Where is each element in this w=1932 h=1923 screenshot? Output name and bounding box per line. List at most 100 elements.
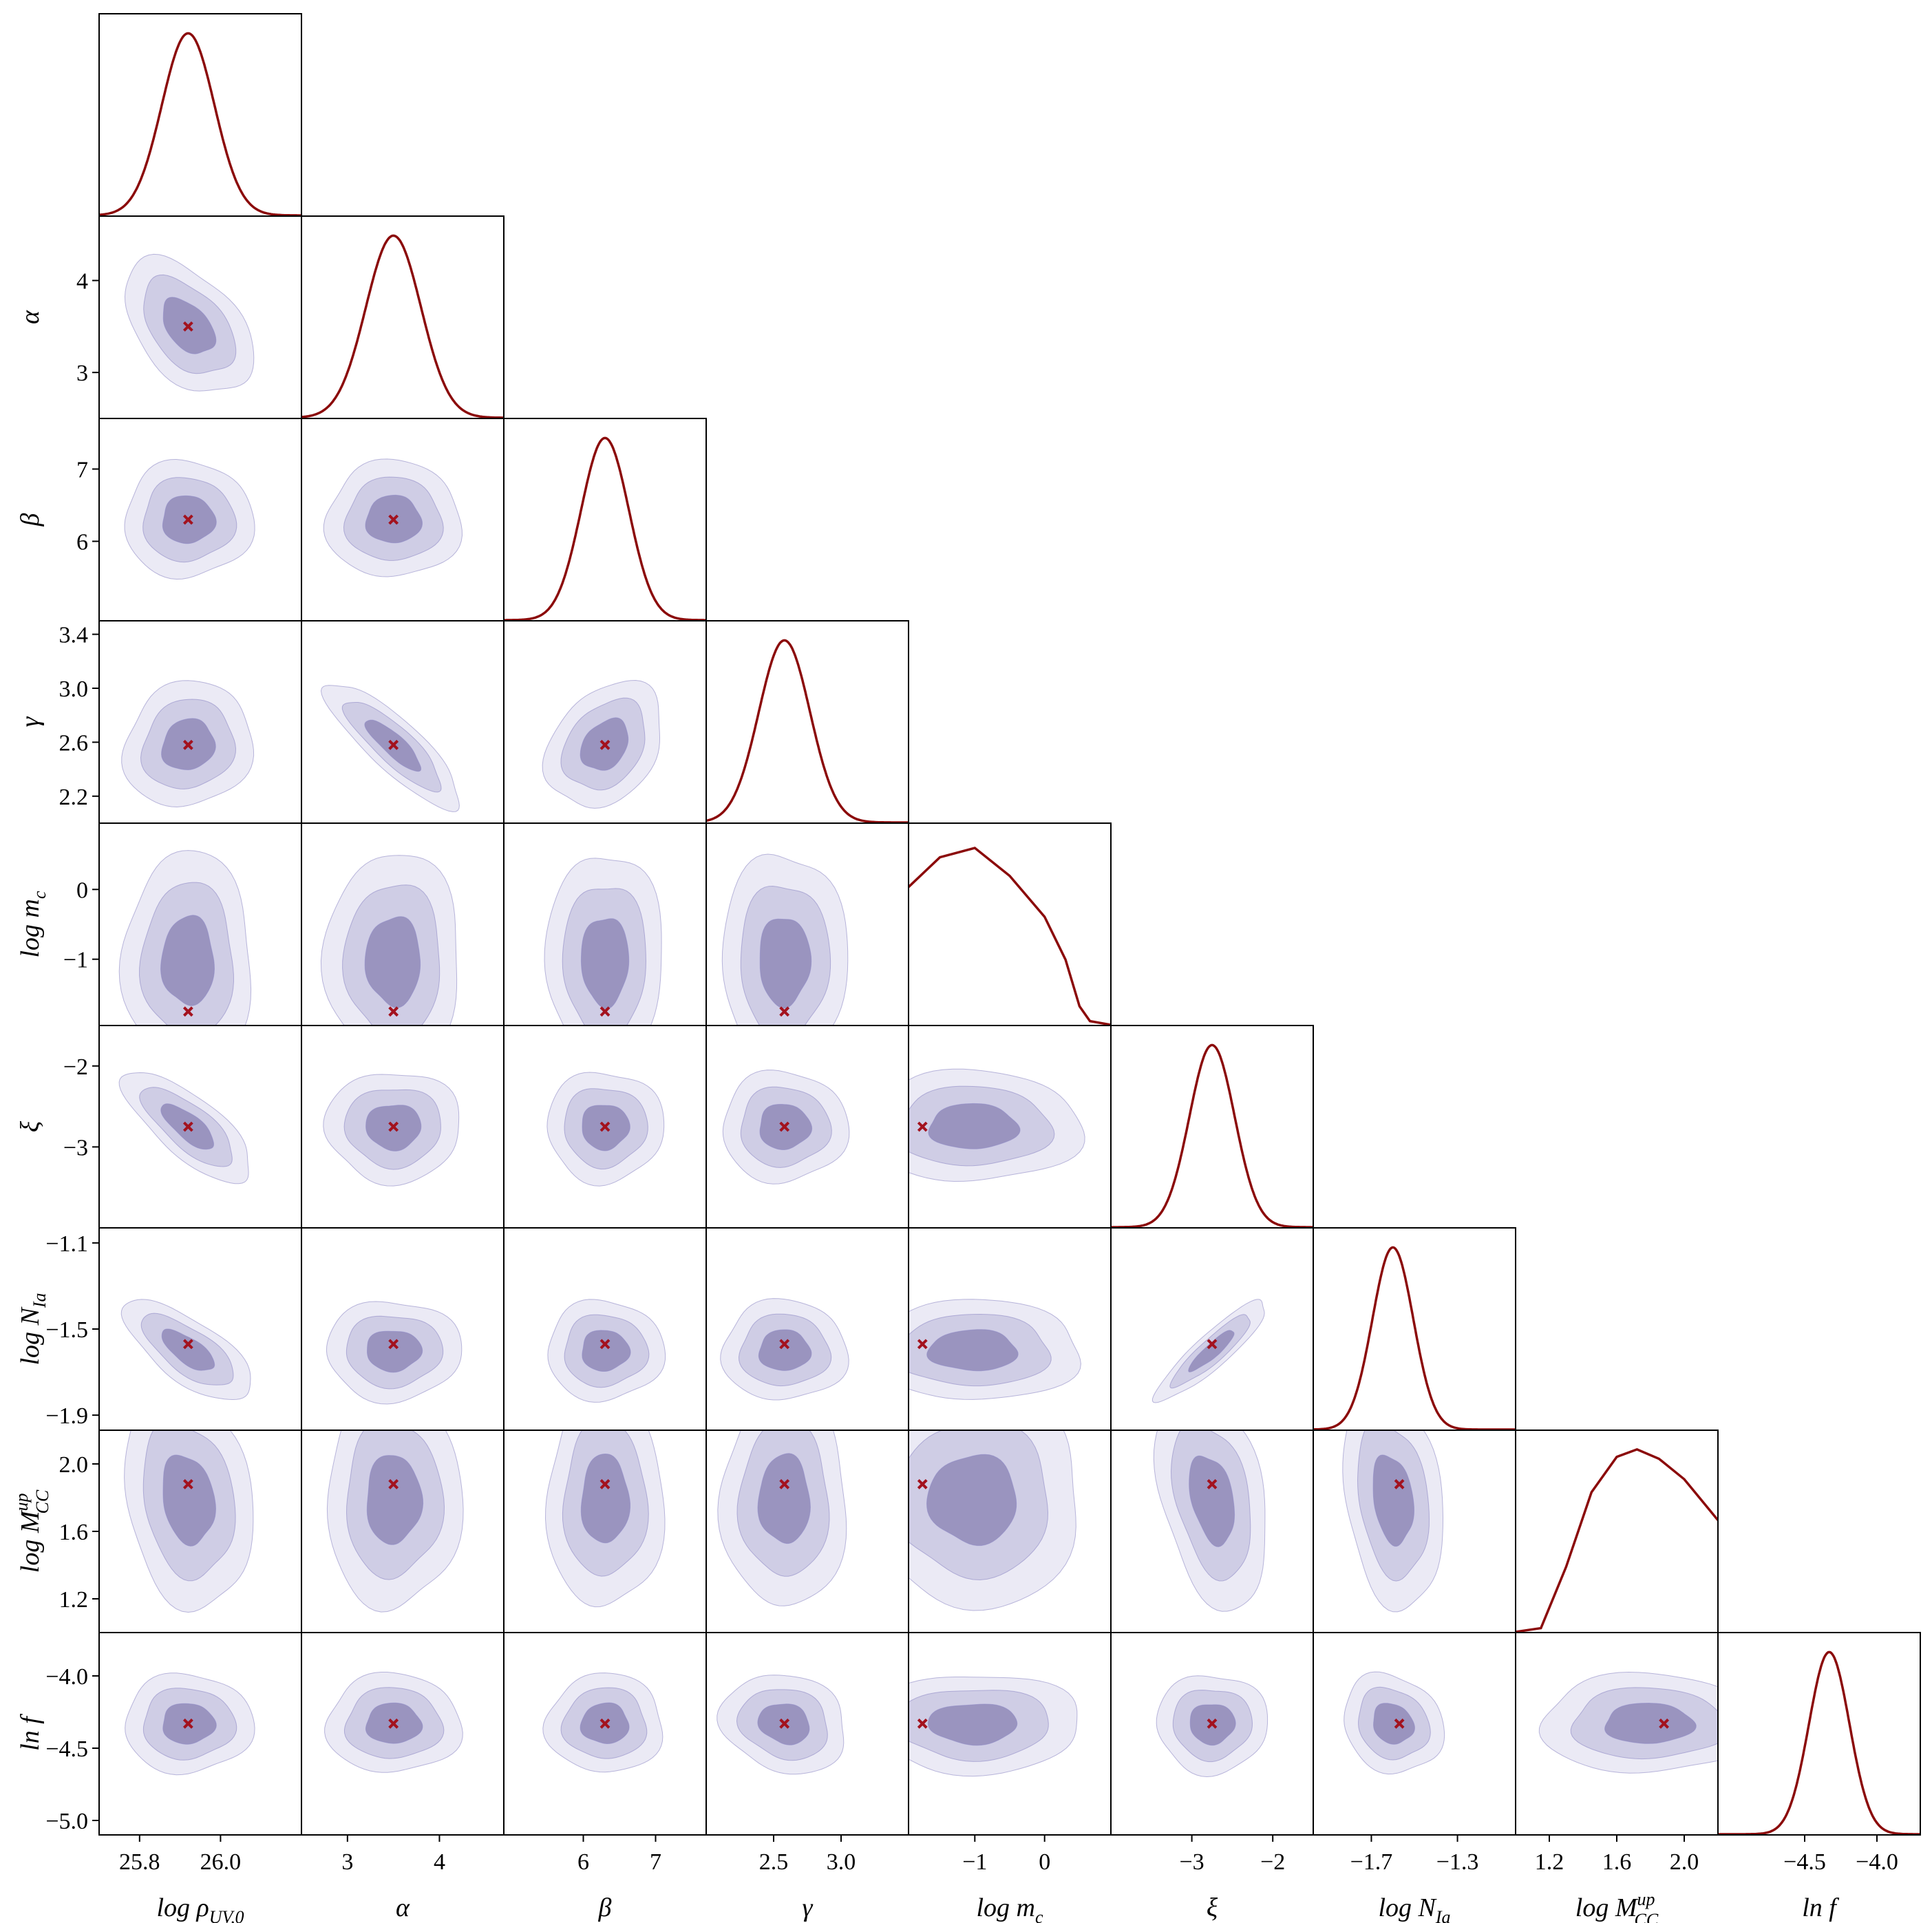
best-fit-marker-log_nia-vs-alpha (388, 1339, 399, 1350)
contour-1σ-log_mc-vs-log_rho_uv0 (160, 915, 215, 1006)
contour-1σ-log_mcc_up-vs-log_rho_uv0 (162, 1454, 217, 1547)
contour-1σ-log_mcc_up-vs-gamma (757, 1453, 811, 1544)
x-tick-label-log_rho_uv0: 26.0 (200, 1849, 242, 1875)
contour-1σ-log_mc-vs-beta (580, 918, 630, 1010)
y-axis-label-log_mc: log mc (16, 891, 50, 958)
best-fit-marker-gamma-vs-alpha (388, 739, 399, 750)
joint-panel-xi-vs-alpha (323, 1074, 460, 1187)
x-tick-label-log_mcc_up: 1.6 (1602, 1849, 1632, 1875)
y-tick-label-gamma: 2.6 (59, 730, 89, 756)
contour-1σ-log_nia-vs-beta (582, 1330, 631, 1372)
best-fit-marker-log_nia-vs-xi (1207, 1339, 1218, 1350)
best-fit-marker-log_mcc_up-vs-gamma (779, 1478, 790, 1489)
x-axis-label-log_rho_uv0: log ρUV,0 (156, 1893, 244, 1923)
joint-panel-log_nia-vs-xi (1151, 1299, 1265, 1403)
contour-1σ-lnf-vs-log_mcc_up (1604, 1702, 1697, 1744)
x-tick-label-xi: −2 (1260, 1849, 1285, 1875)
contour-1σ-log_mcc_up-vs-beta (580, 1453, 630, 1544)
x-axis-label-log_mcc_up: log Mup CC (1575, 1889, 1659, 1923)
joint-panel-log_mcc_up-vs-log_mc (909, 1430, 1076, 1611)
marginal-curve-lnf (1718, 1650, 1920, 1835)
best-fit-marker-lnf-vs-alpha (388, 1718, 399, 1729)
x-tick-label-lnf: −4.0 (1856, 1849, 1898, 1875)
x-tick-label-log_mcc_up: 1.2 (1535, 1849, 1564, 1875)
x-tick-label-log_nia: −1.3 (1436, 1849, 1479, 1875)
marginal-panel-log_nia (1313, 1246, 1516, 1430)
joint-panel-lnf-vs-alpha (324, 1672, 463, 1773)
contour-1σ-log_nia-vs-xi (1188, 1330, 1235, 1372)
x-axis-label-beta: β (598, 1893, 612, 1922)
joint-panel-log_nia-vs-log_mc (909, 1299, 1081, 1400)
joint-panel-lnf-vs-log_rho_uv0 (125, 1672, 255, 1776)
y-tick-label-alpha: 3 (76, 361, 88, 386)
joint-panel-beta-vs-log_rho_uv0 (124, 458, 255, 580)
y-tick-label-gamma: 3.4 (59, 623, 89, 648)
marginal-panel-gamma (706, 639, 909, 823)
joint-panel-gamma-vs-alpha (320, 685, 460, 812)
y-tick-label-log_nia: −1.9 (45, 1403, 88, 1429)
x-axis-label-xi: ξ (1207, 1893, 1218, 1922)
y-tick-label-beta: 7 (76, 458, 88, 483)
marginal-curve-log_nia (1313, 1246, 1516, 1430)
best-fit-marker-log_mc-vs-log_rho_uv0 (182, 1006, 193, 1017)
marginal-curve-beta (504, 436, 706, 621)
y-axis-label-alpha: α (16, 310, 45, 324)
best-fit-marker-alpha-vs-log_rho_uv0 (182, 321, 193, 332)
best-fit-marker-lnf-vs-xi (1207, 1718, 1218, 1729)
x-tick-label-log_mcc_up: 2.0 (1670, 1849, 1699, 1875)
best-fit-marker-xi-vs-log_rho_uv0 (182, 1121, 193, 1132)
joint-panel-log_mcc_up-vs-xi (1153, 1430, 1266, 1612)
marginal-panel-alpha (301, 234, 504, 418)
marginal-curve-alpha (301, 234, 504, 418)
joint-panel-xi-vs-log_mc (909, 1068, 1085, 1182)
joint-panel-log_mcc_up-vs-log_nia (1342, 1430, 1444, 1613)
x-tick-label-beta: 7 (650, 1849, 661, 1875)
joint-panel-log_mcc_up-vs-log_rho_uv0 (124, 1430, 254, 1613)
panel-frame (1110, 1025, 1314, 1229)
joint-panel-lnf-vs-xi (1156, 1675, 1268, 1778)
joint-panel-log_mcc_up-vs-beta (544, 1430, 666, 1608)
joint-panel-lnf-vs-gamma (716, 1675, 845, 1775)
best-fit-marker-beta-vs-log_rho_uv0 (182, 514, 193, 525)
best-fit-marker-log_mcc_up-vs-log_nia (1394, 1478, 1405, 1489)
contour-1σ-xi-vs-log_mc (928, 1103, 1021, 1149)
contour-1σ-lnf-vs-log_mc (927, 1703, 1018, 1746)
best-fit-marker-log_mcc_up-vs-alpha (388, 1478, 399, 1489)
x-tick-label-log_rho_uv0: 25.8 (119, 1849, 160, 1875)
best-fit-marker-lnf-vs-gamma (779, 1718, 790, 1729)
y-tick-label-beta: 6 (76, 530, 88, 555)
marginal-panel-log_rho_uv0 (99, 32, 301, 216)
contour-1σ-lnf-vs-log_nia (1373, 1703, 1415, 1745)
y-tick-label-log_mcc_up: 1.6 (59, 1520, 89, 1545)
y-tick-label-lnf: −4.5 (45, 1736, 88, 1762)
x-axis-label-alpha: α (396, 1893, 410, 1922)
best-fit-marker-log_mcc_up-vs-xi (1207, 1478, 1218, 1489)
joint-panel-log_mc-vs-beta (544, 858, 662, 1026)
contour-1σ-log_nia-vs-gamma (758, 1329, 812, 1371)
joint-panel-log_nia-vs-log_rho_uv0 (120, 1299, 251, 1401)
x-axis-label-log_nia: log NIa (1378, 1893, 1450, 1923)
best-fit-marker-log_nia-vs-gamma (779, 1339, 790, 1350)
x-tick-label-log_mc: −1 (962, 1849, 987, 1875)
marginal-curve-log_mc (909, 847, 1111, 1026)
x-tick-label-log_nia: −1.7 (1350, 1849, 1393, 1875)
marginal-curve-log_rho_uv0 (99, 32, 301, 216)
joint-panel-lnf-vs-log_nia (1344, 1671, 1445, 1775)
y-axis-label-beta: β (16, 513, 45, 527)
contour-1σ-log_nia-vs-log_mc (926, 1329, 1019, 1372)
best-fit-marker-log_nia-vs-log_mc (917, 1339, 928, 1350)
contour-1σ-log_mcc_up-vs-alpha (366, 1455, 424, 1545)
joint-panel-xi-vs-log_rho_uv0 (118, 1072, 249, 1184)
x-tick-label-alpha: 3 (341, 1849, 353, 1875)
x-axis-label-gamma: γ (803, 1893, 814, 1922)
y-tick-label-log_mc: −1 (63, 948, 88, 973)
panel-frame (908, 822, 1112, 1026)
joint-panel-log_mc-vs-alpha (320, 855, 458, 1026)
x-tick-label-gamma: 2.5 (759, 1849, 789, 1875)
y-axis-label-xi: ξ (16, 1120, 45, 1132)
best-fit-marker-xi-vs-alpha (388, 1121, 399, 1132)
best-fit-marker-log_mcc_up-vs-log_rho_uv0 (182, 1478, 193, 1489)
joint-panel-alpha-vs-log_rho_uv0 (124, 253, 255, 392)
joint-panel-beta-vs-alpha (323, 458, 463, 577)
